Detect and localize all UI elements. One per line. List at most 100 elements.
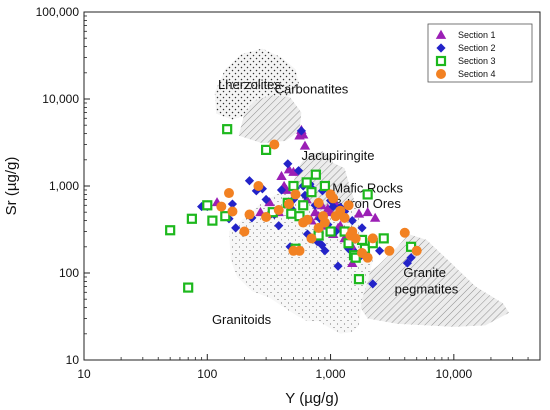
point-section-2 [293, 166, 304, 176]
region-granite [352, 234, 509, 327]
y-tick-label: 10 [66, 353, 80, 367]
point-section-4 [350, 233, 361, 244]
region-carbonatites [238, 95, 302, 144]
legend: Section 1 Section 2 Section 3 Section 4 [427, 23, 533, 83]
region-label-granite-line2: pegmatites [395, 282, 459, 297]
point-section-3 [222, 124, 233, 135]
point-section-4 [294, 245, 305, 256]
point-section-3 [165, 225, 176, 236]
legend-label-section-3: Section 3 [458, 56, 496, 66]
y-axis-label: Sr (µg/g) [3, 157, 20, 216]
legend-marker-section-3 [435, 55, 447, 67]
x-tick-label: 10,000 [435, 367, 472, 381]
point-section-3 [183, 282, 194, 293]
point-section-3 [288, 180, 299, 192]
point-section-3 [260, 144, 272, 155]
x-axis-label: Y (µg/g) [285, 390, 338, 407]
legend-label-section-2: Section 2 [458, 43, 496, 53]
point-section-4 [328, 193, 339, 204]
point-section-2 [274, 221, 284, 231]
point-section-3 [325, 226, 336, 237]
point-section-2 [347, 216, 357, 226]
region-label-lherzolites: Lherzolites [218, 77, 281, 92]
point-section-4 [339, 212, 350, 223]
point-section-4 [302, 214, 313, 225]
point-section-4 [399, 227, 410, 238]
region-granitoids [229, 187, 373, 334]
point-section-2 [227, 199, 238, 209]
point-section-2 [283, 159, 293, 169]
point-section-1 [299, 140, 311, 150]
point-section-2 [343, 244, 354, 254]
legend-marker-section-2 [436, 43, 446, 53]
point-section-3 [298, 200, 309, 211]
point-section-4 [290, 189, 301, 200]
point-section-4 [261, 212, 272, 223]
x-tick-label: 10 [77, 367, 91, 381]
point-section-2 [333, 261, 343, 271]
point-section-2 [276, 185, 287, 195]
point-section-2 [261, 194, 271, 205]
point-section-3 [301, 177, 312, 188]
point-section-4 [335, 205, 346, 216]
series-section-4 [216, 139, 422, 263]
point-section-4 [306, 233, 317, 244]
region-label-granitoids: Granitoids [212, 312, 272, 327]
point-section-2 [244, 176, 255, 186]
point-section-3 [350, 252, 361, 263]
point-section-4 [273, 204, 284, 215]
point-section-4 [362, 252, 373, 263]
point-section-4 [384, 245, 395, 256]
x-tick-label: 100 [197, 367, 217, 381]
x-tick-label: 1,000 [316, 367, 346, 381]
point-section-1 [362, 206, 373, 217]
point-section-4 [216, 201, 227, 212]
point-section-4 [244, 209, 255, 220]
point-section-4 [239, 226, 250, 237]
point-section-2 [375, 246, 385, 256]
y-tick-label: 10,000 [42, 92, 79, 106]
point-section-3 [362, 189, 373, 200]
point-section-4 [223, 188, 234, 199]
point-section-1 [264, 197, 275, 207]
region-label-jacupiringite: Jacupiringite [302, 148, 375, 163]
data-points [165, 124, 422, 293]
point-section-2 [406, 253, 416, 263]
point-section-1 [288, 166, 299, 176]
y-tick-label: 1,000 [49, 179, 79, 193]
region-label-granite: Granite [403, 265, 446, 280]
legend-label-section-1: Section 1 [458, 30, 496, 40]
region-label-carbonatites: Carbonatites [275, 82, 349, 97]
point-section-3 [306, 187, 317, 198]
point-section-4 [343, 200, 354, 211]
point-section-4 [313, 197, 324, 208]
legend-label-section-4: Section 4 [458, 69, 496, 79]
point-section-3 [186, 213, 197, 224]
point-section-4 [283, 199, 294, 210]
axis-ticks: 10 100 1,000 10,000 10 100 1,000 10,000 100,000 [36, 5, 529, 381]
legend-marker-section-4 [436, 69, 446, 79]
legend-marker-section-1 [435, 29, 447, 39]
point-section-4 [253, 181, 264, 191]
point-section-2 [320, 246, 330, 256]
point-section-4 [411, 245, 422, 256]
point-section-3 [378, 233, 389, 244]
point-section-3 [310, 169, 321, 180]
y-tick-label: 100,000 [36, 5, 80, 19]
point-section-3 [286, 208, 297, 219]
point-section-3 [202, 200, 213, 211]
point-section-2 [368, 279, 378, 289]
point-section-3 [319, 180, 331, 192]
point-section-1 [353, 208, 365, 218]
point-section-1 [369, 212, 381, 222]
point-section-2 [231, 223, 241, 233]
point-section-3 [353, 274, 365, 285]
point-section-1 [276, 170, 287, 180]
y-tick-label: 100 [59, 266, 79, 280]
point-section-2 [357, 223, 367, 233]
point-section-2 [328, 201, 338, 212]
point-section-4 [313, 222, 324, 233]
point-section-1 [298, 129, 309, 139]
point-section-2 [251, 186, 261, 196]
